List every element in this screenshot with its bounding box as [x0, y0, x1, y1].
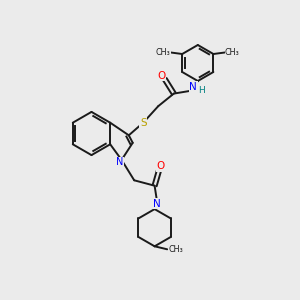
Text: N: N [189, 82, 197, 92]
Text: H: H [198, 85, 205, 94]
Text: S: S [140, 118, 146, 128]
Text: CH₃: CH₃ [225, 48, 240, 57]
Text: N: N [116, 157, 124, 167]
Text: CH₃: CH₃ [168, 245, 183, 254]
Text: N: N [153, 199, 161, 209]
Text: CH₃: CH₃ [156, 48, 171, 57]
Text: O: O [158, 70, 166, 81]
Text: O: O [157, 161, 165, 171]
